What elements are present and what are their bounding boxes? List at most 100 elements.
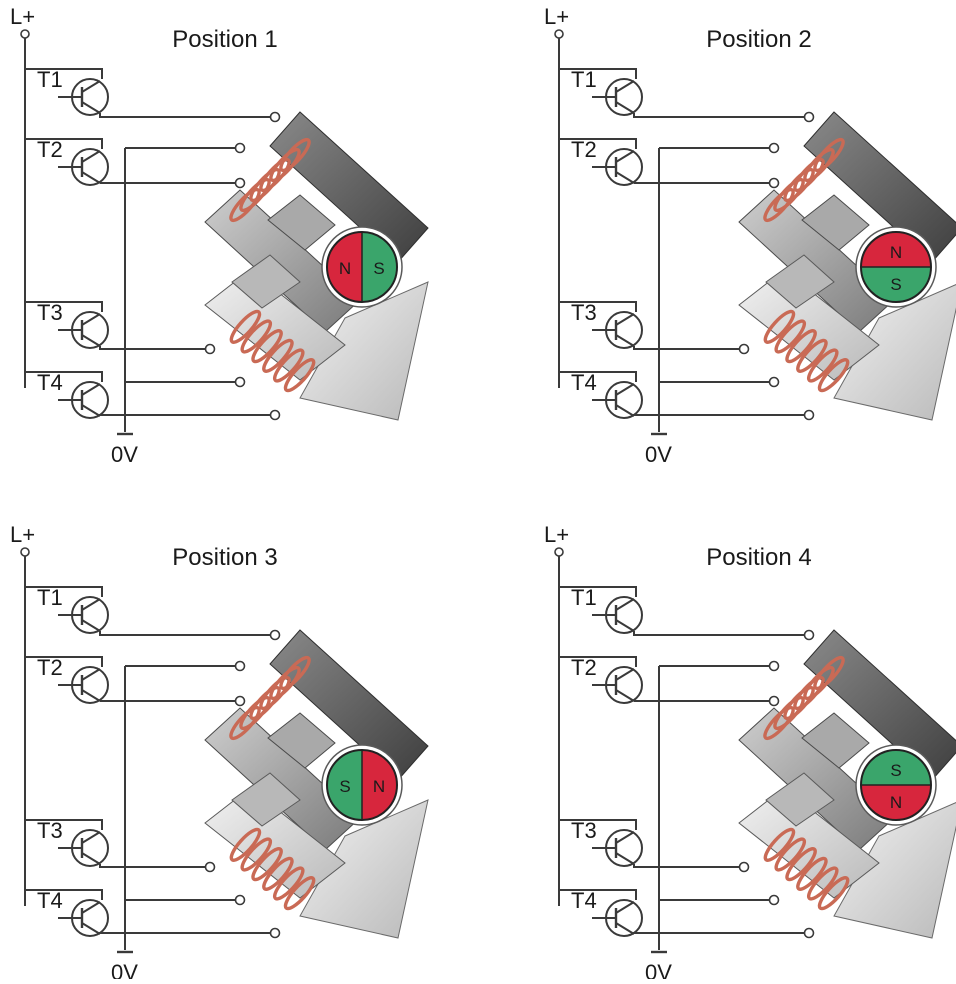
transistor-t3: T3 [25, 300, 216, 355]
coil-turn [251, 329, 283, 364]
collector-wire [25, 68, 103, 79]
transistor-t1: T1 [25, 585, 281, 641]
core-block-lower [231, 772, 301, 827]
transistor-t4: T4 [25, 888, 281, 939]
collector-wire [25, 371, 103, 382]
ground-label: 0V [645, 442, 672, 467]
transistor-emitter [615, 404, 635, 417]
output-wire [633, 346, 744, 350]
transistor-t3: T3 [25, 818, 216, 873]
coil-turn [279, 655, 311, 691]
rotor-pole-top [861, 750, 931, 785]
output-wire [99, 414, 275, 416]
stator-core [204, 629, 429, 939]
transistor-t3: T3 [559, 818, 750, 873]
transistor-label: T3 [571, 300, 597, 325]
supply-label: L+ [10, 522, 35, 547]
transistor-label: T4 [37, 888, 63, 913]
output-wire [99, 346, 210, 350]
coil-turn [283, 876, 316, 911]
rotor-label-right: S [373, 259, 384, 278]
coil-turn [774, 319, 807, 354]
collector-wire [559, 819, 637, 830]
transistor-label: T4 [571, 888, 597, 913]
center-tap-lower-terminal [768, 894, 780, 906]
transistor-label: T2 [37, 137, 63, 162]
core-arm-lower [833, 802, 956, 939]
coil-terminal [269, 409, 281, 421]
rotor-label-bottom: S [890, 275, 901, 294]
output-wire [633, 631, 809, 636]
collector-wire [559, 301, 637, 312]
transistor-t2: T2 [559, 655, 780, 707]
output-wire [633, 113, 809, 118]
rotor-label-top: S [890, 761, 901, 780]
transistor-emitter [81, 101, 101, 114]
transistor-label: T3 [37, 300, 63, 325]
transistor-collector [81, 901, 101, 914]
upper-coil [763, 137, 845, 223]
transistor-emitter [615, 334, 635, 347]
coil-turn [259, 157, 291, 193]
transistor-emitter [615, 689, 635, 702]
supply-label: L+ [10, 4, 35, 29]
coil-terminal [234, 177, 246, 189]
supply-terminal [554, 29, 564, 39]
core-block-lower [765, 254, 835, 309]
core-block-upper [267, 712, 336, 769]
transistor-t2: T2 [559, 137, 780, 189]
upper-coil [763, 655, 845, 741]
rotor-outline [326, 749, 398, 821]
coil-terminal [768, 177, 780, 189]
rotor-outline [326, 231, 398, 303]
rotor-outline [860, 231, 932, 303]
coil-turn [774, 837, 807, 872]
transistor-collector [81, 668, 101, 681]
coil-turn [817, 876, 850, 911]
coil-terminal [803, 629, 815, 641]
collector-wire [25, 656, 103, 667]
transistor-label: T3 [571, 818, 597, 843]
rotor-label-left: S [339, 777, 350, 796]
coil-terminal [204, 861, 216, 873]
coil-terminal [803, 111, 815, 123]
coil-terminal [234, 695, 246, 707]
transistor-t1: T1 [559, 585, 815, 641]
center-tap-upper-terminal [234, 660, 246, 672]
coil-turn [240, 319, 273, 354]
transistor-label: T2 [571, 655, 597, 680]
coil-terminal [768, 695, 780, 707]
transistor-collector [81, 598, 101, 611]
transistor-label: T2 [571, 137, 597, 162]
transistor-label: T1 [37, 67, 63, 92]
collector-wire [25, 819, 103, 830]
coil-terminal [204, 343, 216, 355]
transistor-emitter [81, 619, 101, 632]
collector-wire [25, 889, 103, 900]
transistor-emitter [615, 101, 635, 114]
coil-turn [229, 309, 262, 344]
transistor-collector [615, 383, 635, 396]
transistor-emitter [81, 171, 101, 184]
supply-terminal [20, 29, 30, 39]
panel-title: Position 2 [706, 26, 811, 53]
core-arm-lower [299, 799, 429, 939]
collector-wire [559, 371, 637, 382]
rotor-pole-bottom [861, 785, 931, 820]
output-wire [99, 864, 210, 868]
panel-title: Position 4 [706, 544, 811, 571]
core-block-upper [801, 712, 870, 769]
transistor-collector [81, 150, 101, 163]
rotor-pole-right [362, 232, 397, 302]
coil-turn [283, 358, 316, 393]
transistor-emitter [81, 334, 101, 347]
transistor-t4: T4 [559, 370, 815, 421]
transistor-label: T1 [37, 585, 63, 610]
coil-terminal [269, 927, 281, 939]
center-tap-upper-terminal [234, 142, 246, 154]
transistor-emitter [81, 852, 101, 865]
output-wire [633, 932, 809, 934]
transistor-t1: T1 [559, 67, 815, 123]
